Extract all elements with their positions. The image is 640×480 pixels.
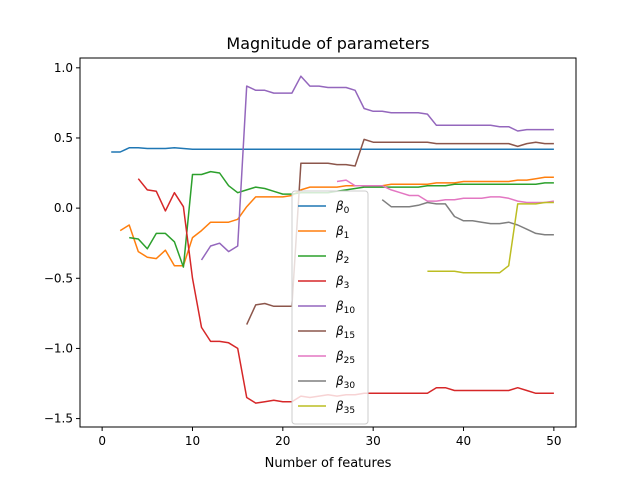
y-axis: −1.5 −1.0 −0.5 0.0 0.5 1.0 xyxy=(44,61,80,426)
legend-label-subscript: 1 xyxy=(344,231,350,241)
y-tick-label: −1.0 xyxy=(44,341,73,355)
chart-title: Magnitude of parameters xyxy=(226,34,429,53)
series-line-beta-10 xyxy=(200,75,554,261)
legend-label-subscript: 35 xyxy=(344,406,355,416)
legend-box xyxy=(291,190,369,425)
legend-label-subscript: 0 xyxy=(344,206,350,216)
legend-label-subscript: 25 xyxy=(344,356,355,366)
legend-label-symbol: β xyxy=(335,199,344,213)
y-tick-label: 0.0 xyxy=(54,201,73,215)
x-tick-label: 0 xyxy=(98,434,106,448)
legend-label-symbol: β xyxy=(335,299,344,313)
legend-label-beta-15: β15 xyxy=(335,324,355,341)
series-line-beta-0 xyxy=(111,147,554,153)
y-tick-label: 1.0 xyxy=(54,61,73,75)
series-line-beta-25 xyxy=(336,179,555,204)
series-line-beta-30 xyxy=(381,199,554,236)
x-axis-label: Number of features xyxy=(265,456,392,471)
legend-label-beta-30: β30 xyxy=(335,374,355,391)
series-line-beta-1 xyxy=(119,176,554,267)
y-tick-label: −0.5 xyxy=(44,271,73,285)
legend-label-subscript: 3 xyxy=(344,281,350,291)
legend-label-symbol: β xyxy=(335,224,344,238)
legend-label-symbol: β xyxy=(335,324,344,338)
legend-label-symbol: β xyxy=(335,374,344,388)
legend-label-subscript: 15 xyxy=(344,331,355,341)
series-line-beta-35 xyxy=(427,201,554,274)
legend-label-symbol: β xyxy=(335,349,344,363)
legend-label-beta-3: β3 xyxy=(335,274,349,291)
legend-label-beta-2: β2 xyxy=(335,249,349,266)
legend-label-subscript: 10 xyxy=(344,306,356,316)
legend-label-symbol: β xyxy=(335,399,344,413)
x-axis: 0 10 20 30 40 50 xyxy=(98,427,562,448)
legend-label-beta-0: β0 xyxy=(335,199,350,216)
x-tick-label: 50 xyxy=(546,434,561,448)
x-tick-label: 40 xyxy=(456,434,471,448)
x-tick-label: 10 xyxy=(185,434,200,448)
legend-label-beta-25: β25 xyxy=(335,349,355,366)
legend-label-beta-35: β35 xyxy=(335,399,355,416)
legend-label-symbol: β xyxy=(335,274,344,288)
legend-label-beta-1: β1 xyxy=(335,224,349,241)
x-tick-label: 20 xyxy=(275,434,290,448)
legend-label-beta-10: β10 xyxy=(335,299,355,316)
legend-label-subscript: 30 xyxy=(344,381,356,391)
y-tick-label: 0.5 xyxy=(54,131,73,145)
x-tick-label: 30 xyxy=(366,434,381,448)
legend-label-symbol: β xyxy=(335,249,344,263)
y-tick-label: −1.5 xyxy=(44,412,73,426)
plot-frame xyxy=(79,57,577,428)
legend-label-subscript: 2 xyxy=(344,256,350,266)
